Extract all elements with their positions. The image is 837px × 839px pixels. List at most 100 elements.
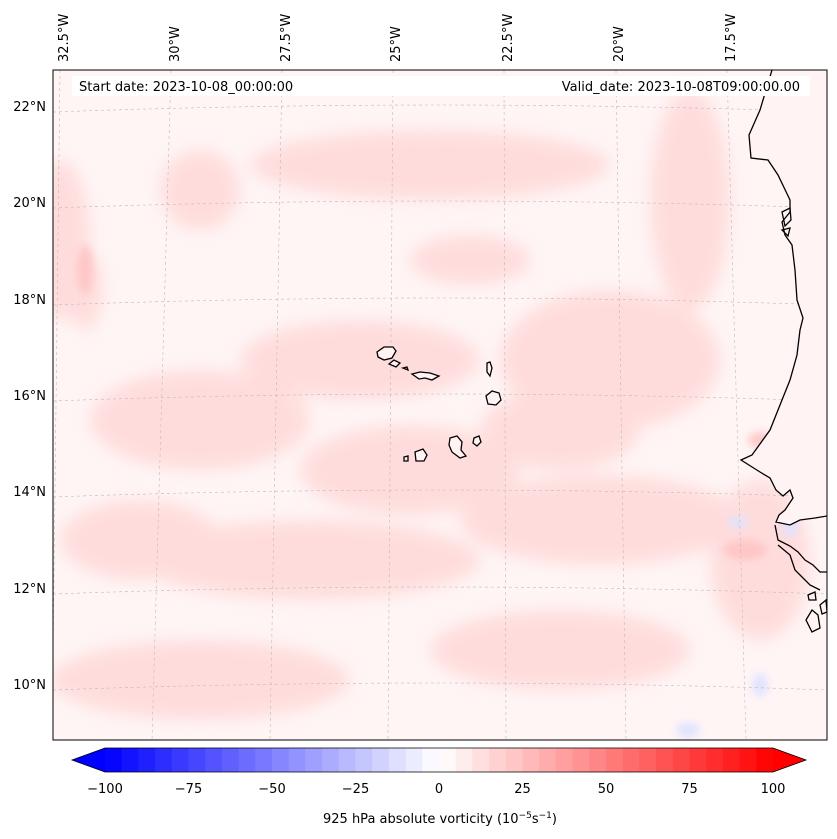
- island-santa-luzia: [400, 366, 410, 372]
- colorbar-step: [322, 748, 340, 772]
- colorbar-step: [171, 748, 190, 772]
- colorbar-step: [439, 748, 457, 772]
- lat-label: 12°N: [13, 582, 46, 597]
- colorbar-step: [689, 748, 707, 772]
- colorbar-tick: −100: [87, 782, 123, 797]
- lon-label: 20°W: [612, 26, 627, 62]
- colorbar-step: [355, 748, 373, 772]
- lon-label: 17.5°W: [724, 14, 739, 62]
- bijagos-islands: [805, 591, 827, 633]
- meridian-line: [726, 70, 747, 740]
- colorbar-label-exp1: −5: [519, 811, 532, 821]
- parallel-line: [53, 297, 827, 306]
- colorbar-tick: 100: [761, 782, 786, 797]
- colorbar-step: [606, 748, 624, 772]
- colorbar-tick: 25: [514, 782, 531, 797]
- colorbar-step: [388, 748, 407, 772]
- colorbar-step: [155, 748, 173, 772]
- colorbar-step: [639, 748, 657, 772]
- colorbar-step: [656, 748, 674, 772]
- date-banner: [72, 76, 810, 96]
- colorbar-step: [221, 748, 240, 772]
- colorbar-step: [706, 748, 724, 772]
- colorbar-step: [472, 748, 490, 772]
- island-fogo: [414, 448, 428, 462]
- colorbar-step: [539, 748, 557, 772]
- colorbar-step: [188, 748, 206, 772]
- colorbar-ticks: −100 −75 −50 −25 0 25 50 75 100: [87, 782, 785, 797]
- map-frame: [52, 69, 828, 741]
- colorbar-step: [505, 748, 524, 772]
- colorbar-step: [272, 748, 290, 772]
- coastlines: [739, 70, 827, 633]
- colorbar-step: [372, 748, 390, 772]
- colorbar-label-exp2: −1: [539, 811, 552, 821]
- colorbar-step: [338, 748, 357, 772]
- colorbar-step: [522, 748, 540, 772]
- lat-label: 22°N: [13, 100, 46, 115]
- lat-label: 20°N: [13, 196, 46, 211]
- meridian-line: [615, 70, 627, 740]
- parallel-line: [53, 104, 827, 113]
- colorbar-step: [622, 748, 640, 772]
- colorbar-step: [288, 748, 306, 772]
- island-maio: [472, 435, 482, 447]
- colorbar-steps: [105, 748, 774, 772]
- colorbar-step: [555, 748, 574, 772]
- colorbar-step: [205, 748, 223, 772]
- lon-label: 25°W: [389, 26, 404, 62]
- colorbar-step: [422, 748, 440, 772]
- colorbar-step: [238, 748, 256, 772]
- map-panel: [53, 70, 827, 740]
- colorbar-step: [489, 748, 507, 772]
- island-brava: [403, 455, 409, 462]
- colorbar-step: [138, 748, 156, 772]
- lat-label: 14°N: [13, 485, 46, 500]
- parallel-line: [53, 489, 827, 498]
- africa-land: [741, 70, 827, 525]
- parallel-line: [53, 200, 827, 209]
- meridian-line: [269, 70, 283, 740]
- colorbar-step: [722, 748, 741, 772]
- colorbar-step: [305, 748, 323, 772]
- colorbar-step: [255, 748, 273, 772]
- island-boa-vista: [485, 390, 502, 406]
- island-sao-nicolau: [410, 371, 441, 381]
- colorbar-step: [405, 748, 423, 772]
- gambia-coast: [774, 524, 827, 573]
- colorbar: −100 −75 −50 −25 0 25 50 75 100 925 hPa …: [70, 747, 808, 827]
- start-date: Start date: 2023-10-08_00:00:00: [79, 80, 293, 95]
- colorbar-step: [455, 748, 473, 772]
- lon-label: 30°W: [168, 26, 183, 62]
- colorbar-step: [739, 748, 757, 772]
- colorbar-tick: −75: [175, 782, 202, 797]
- colorbar-step: [589, 748, 607, 772]
- colorbar-step: [572, 748, 590, 772]
- colorbar-step: [121, 748, 139, 772]
- colorbar-high-extend: [773, 748, 806, 772]
- africa-coastline: [739, 70, 827, 526]
- colorbar-label-prefix: 925 hPa absolute vorticity (10: [323, 812, 519, 827]
- meridian-line: [387, 70, 394, 740]
- lon-label: 27.5°W: [279, 14, 294, 62]
- lat-labels: 22°N 20°N 18°N 16°N 14°N 12°N 10°N: [13, 100, 46, 693]
- guinea-bissau-coast: [777, 544, 821, 591]
- colorbar-label-mid: s: [532, 812, 539, 827]
- island-sal: [486, 361, 493, 378]
- colorbar-tick: −25: [342, 782, 369, 797]
- parallel-line: [53, 393, 827, 402]
- coast-inlet: [780, 206, 792, 238]
- colorbar-label: 925 hPa absolute vorticity (10−5s−1): [323, 811, 557, 827]
- lat-label: 16°N: [13, 389, 46, 404]
- colorbar-step: [105, 748, 123, 772]
- lon-labels: 32.5°W 30°W 27.5°W 25°W 22.5°W 20°W 17.5…: [57, 14, 739, 62]
- lon-label: 32.5°W: [57, 14, 72, 62]
- colorbar-step: [756, 748, 774, 772]
- colorbar-tick: 50: [598, 782, 615, 797]
- island-santo-antao: [376, 346, 397, 361]
- colorbar-low-extend: [72, 748, 105, 772]
- colorbar-step: [672, 748, 691, 772]
- parallel-line: [53, 586, 827, 595]
- colorbar-tick: 75: [681, 782, 698, 797]
